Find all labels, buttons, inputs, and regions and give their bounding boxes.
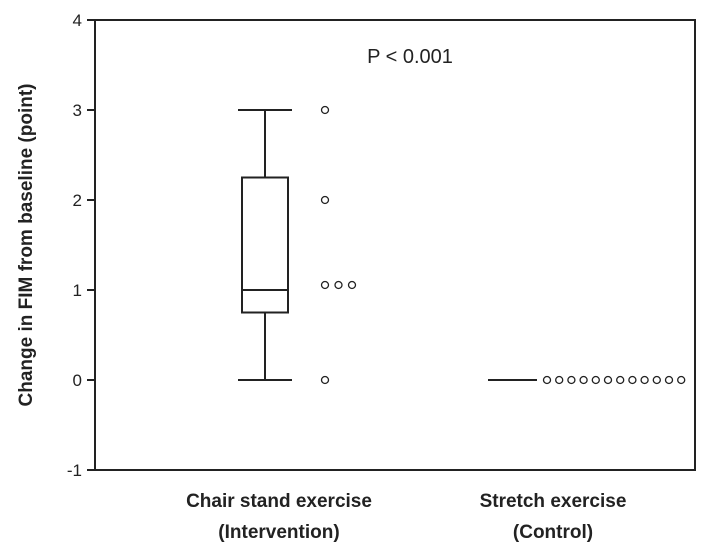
data-point-intervention: [347, 280, 357, 290]
data-point-control: [603, 375, 613, 385]
data-point-control: [591, 375, 600, 385]
y-tick-label: 0: [73, 371, 82, 390]
data-point-control: [628, 375, 637, 385]
data-point-control: [555, 375, 564, 385]
data-point-control: [664, 375, 674, 385]
p-value-annotation: P < 0.001: [367, 46, 453, 68]
data-point-control: [652, 375, 661, 385]
y-tick-label: 1: [73, 281, 82, 300]
data-point-control: [542, 375, 552, 385]
data-point-control: [567, 375, 576, 385]
boxes-layer: [238, 109, 537, 381]
y-tick-label: -1: [67, 461, 82, 480]
category-label-control-line2: (Control): [513, 522, 593, 543]
data-point-control: [640, 375, 649, 385]
y-tick-label: 4: [73, 11, 82, 30]
data-point-intervention: [320, 105, 330, 115]
data-point-intervention: [320, 375, 330, 385]
iqr-box-intervention: [241, 176, 289, 314]
points-layer: [320, 105, 686, 385]
category-label-intervention-line2: (Intervention): [218, 522, 339, 543]
y-tick-label: 3: [73, 101, 82, 120]
y-tick-label: 2: [73, 191, 82, 210]
data-point-control: [579, 375, 588, 385]
category-label-intervention-line1: Chair stand exercise: [186, 491, 372, 512]
data-point-control: [616, 375, 625, 385]
category-label-control-line1: Stretch exercise: [480, 491, 627, 512]
y-axis-title: Change in FIM from baseline (point): [16, 84, 37, 407]
data-point-intervention: [320, 195, 330, 205]
data-point-intervention: [320, 280, 330, 290]
plot-frame: [94, 19, 696, 471]
y-axis: -1 0 1 2 3 4: [67, 11, 95, 480]
data-point-control: [677, 375, 686, 385]
data-point-intervention: [334, 280, 343, 290]
